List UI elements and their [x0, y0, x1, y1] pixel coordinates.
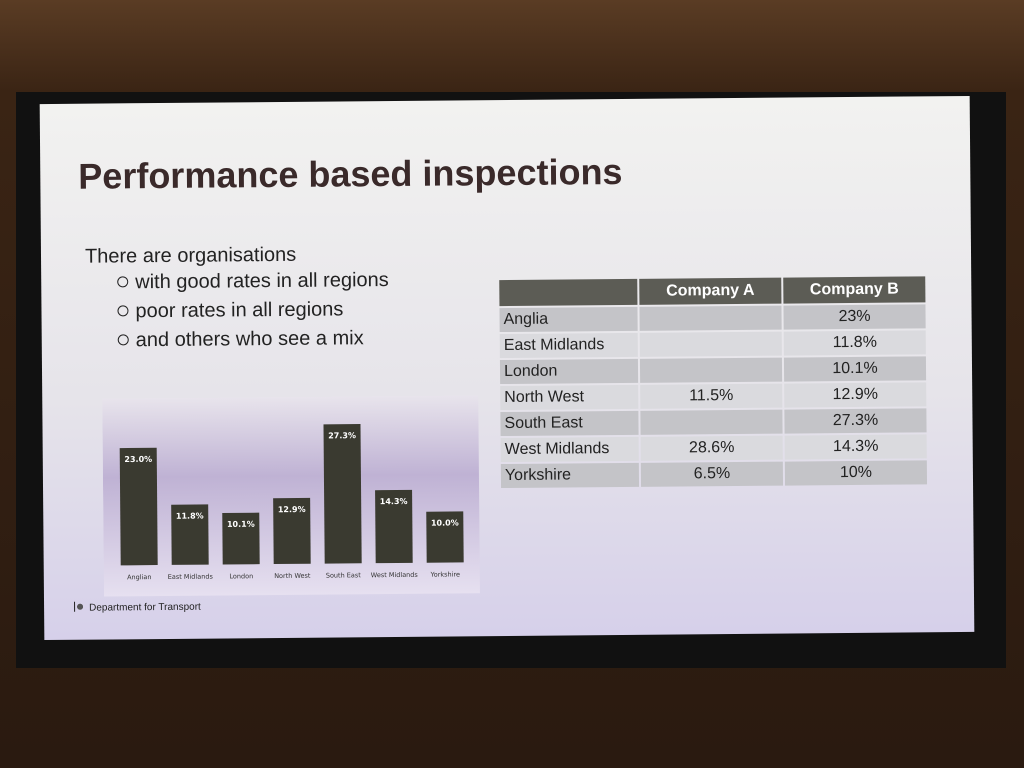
table-row: South East 27.3% [500, 408, 927, 437]
value-cell [639, 331, 782, 357]
table-row: Anglia 23% [499, 304, 926, 333]
crest-icon [74, 601, 86, 612]
value-label: 10.1% [227, 520, 255, 529]
column-header: Company A [639, 277, 782, 305]
value-cell: 12.9% [784, 382, 927, 408]
region-cell: West Midlands [500, 436, 639, 463]
table-header: Company A Company B [499, 276, 926, 307]
region-cell: Anglia [499, 306, 638, 333]
column-header: Company B [783, 276, 926, 304]
bullet: poor rates in all regions [117, 295, 389, 326]
bar [426, 511, 464, 563]
intro-text: There are organisations [84, 243, 297, 268]
table-body: Anglia 23% East Midlands 11.8% London 10.1% No… [499, 304, 928, 489]
value-cell [639, 357, 783, 383]
bar [273, 497, 311, 565]
bar [222, 512, 260, 565]
value-label: 11.8% [176, 511, 204, 520]
value-label: 14.3% [380, 497, 408, 506]
region-cell: South East [500, 410, 639, 437]
bar-chart: 23.0% Anglian 11.8% East Midlands 10.1% Londo… [102, 395, 480, 597]
region-cell: East Midlands [499, 332, 638, 359]
x-tick-label: West Midlands [371, 571, 419, 579]
value-cell: 28.6% [640, 435, 783, 461]
bar [171, 504, 209, 565]
footer-text: Department for Transport [89, 601, 201, 614]
data-table: Company A Company B Anglia 23% East Midlands… [497, 274, 929, 490]
value-label: 23.0% [124, 455, 152, 464]
value-label: 12.9% [278, 505, 306, 514]
x-tick-label: North West [274, 572, 311, 580]
table-row: North West 11.5% 12.9% [500, 382, 927, 411]
x-tick-label: South East [326, 571, 362, 579]
table-row: Yorkshire 6.5% 10% [500, 460, 928, 489]
region-cell: London [499, 358, 639, 385]
x-tick-label: Yorkshire [430, 570, 460, 578]
bar [119, 447, 158, 566]
slide-title: Performance based inspections [78, 150, 623, 197]
value-cell: 23% [783, 304, 926, 330]
bar [375, 489, 413, 564]
value-cell: 11.5% [640, 383, 783, 409]
value-cell: 11.8% [783, 330, 926, 356]
bullet-list: with good rates in all regions poor rates… [117, 266, 389, 355]
value-cell: 6.5% [640, 461, 784, 487]
region-cell: Yorkshire [500, 462, 640, 489]
x-tick-label: East Midlands [168, 573, 214, 581]
value-cell: 27.3% [784, 408, 927, 434]
table-row: East Midlands 11.8% [499, 330, 926, 359]
header-cell [499, 278, 638, 307]
value-label: 10.0% [431, 518, 459, 527]
chart-background [102, 395, 480, 597]
x-tick-label: London [229, 572, 253, 580]
region-cell: North West [500, 384, 639, 411]
value-cell [640, 409, 783, 435]
bullet: and others who see a mix [118, 324, 390, 355]
value-cell [639, 305, 782, 331]
slide: Performance based inspections There are … [39, 95, 975, 641]
table-row: London 10.1% [499, 356, 927, 385]
value-cell: 10.1% [783, 356, 927, 382]
table-row: West Midlands 28.6% 14.3% [500, 434, 927, 463]
footer: Department for Transport [74, 601, 201, 614]
x-tick-label: Anglian [127, 573, 151, 581]
bar [323, 424, 362, 564]
value-cell: 14.3% [784, 434, 927, 460]
bullet: with good rates in all regions [117, 266, 389, 297]
value-label: 27.3% [328, 431, 356, 440]
value-cell: 10% [784, 460, 928, 486]
